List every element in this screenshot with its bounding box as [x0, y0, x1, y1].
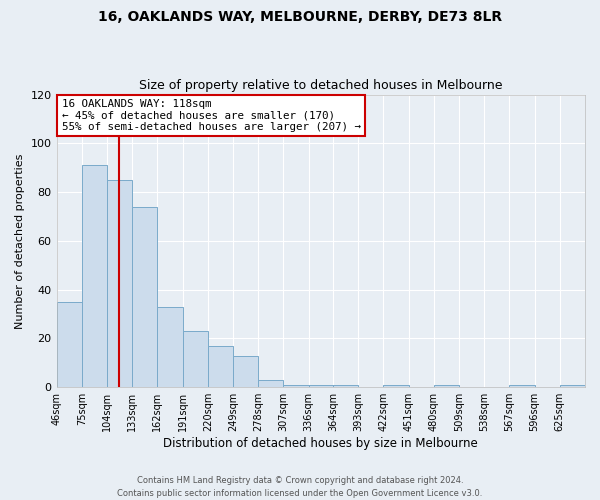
Bar [208, 346, 233, 387]
Bar [182, 331, 208, 387]
Bar [283, 385, 308, 387]
Bar [383, 385, 409, 387]
Title: Size of property relative to detached houses in Melbourne: Size of property relative to detached ho… [139, 79, 503, 92]
Bar [157, 306, 182, 387]
Bar [509, 385, 535, 387]
X-axis label: Distribution of detached houses by size in Melbourne: Distribution of detached houses by size … [163, 437, 478, 450]
Bar [107, 180, 132, 387]
Bar [56, 302, 82, 387]
Bar [82, 166, 107, 387]
Text: Contains HM Land Registry data © Crown copyright and database right 2024.
Contai: Contains HM Land Registry data © Crown c… [118, 476, 482, 498]
Bar [258, 380, 283, 387]
Bar [233, 356, 258, 387]
Text: 16 OAKLANDS WAY: 118sqm
← 45% of detached houses are smaller (170)
55% of semi-d: 16 OAKLANDS WAY: 118sqm ← 45% of detache… [62, 99, 361, 132]
Text: 16, OAKLANDS WAY, MELBOURNE, DERBY, DE73 8LR: 16, OAKLANDS WAY, MELBOURNE, DERBY, DE73… [98, 10, 502, 24]
Bar [434, 385, 459, 387]
Bar [333, 385, 358, 387]
Bar [308, 385, 333, 387]
Y-axis label: Number of detached properties: Number of detached properties [15, 153, 25, 328]
Bar [560, 385, 585, 387]
Bar [132, 206, 157, 387]
